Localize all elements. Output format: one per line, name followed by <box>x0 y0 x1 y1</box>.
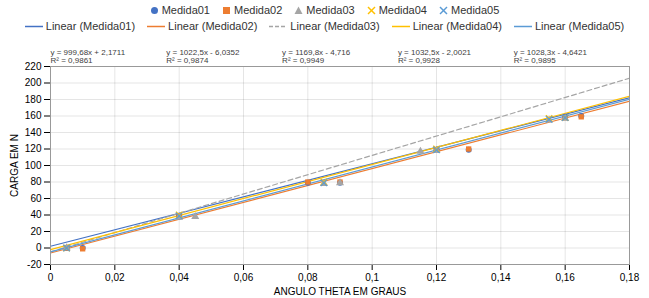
svg-text:y = 1028,3x - 4,6421R² = 0,989: y = 1028,3x - 4,6421R² = 0,9895 <box>514 48 588 65</box>
svg-text:0,16: 0,16 <box>555 272 575 283</box>
html-text:Linear (Medida01): Linear (Medida01) <box>45 20 136 32</box>
svg-text:200: 200 <box>25 77 42 88</box>
svg-text:ANGULO THETA EM GRAUS: ANGULO THETA EM GRAUS <box>274 286 407 297</box>
svg-text:0,06: 0,06 <box>234 272 254 283</box>
svg-text:y = 1169,8x - 4,716R² = 0,9949: y = 1169,8x - 4,716R² = 0,9949 <box>282 48 351 65</box>
svg-text:0: 0 <box>48 272 54 283</box>
svg-text:120: 120 <box>25 143 42 154</box>
svg-text:140: 140 <box>25 127 42 138</box>
html-text:Medida05: Medida05 <box>451 4 500 16</box>
html-text:Medida04: Medida04 <box>378 4 427 16</box>
html-text:Medida02: Medida02 <box>234 4 283 16</box>
html-text:Linear (Medida02): Linear (Medida02) <box>168 20 258 32</box>
svg-text:80: 80 <box>30 176 42 187</box>
svg-text:y = 1022,5x - 6,0352R² = 0,987: y = 1022,5x - 6,0352R² = 0,9874 <box>166 48 240 65</box>
svg-text:0,18: 0,18 <box>620 272 640 283</box>
svg-text:0: 0 <box>36 242 42 253</box>
svg-text:0,04: 0,04 <box>169 272 189 283</box>
svg-text:20: 20 <box>30 226 42 237</box>
html-text:Linear (Medida05): Linear (Medida05) <box>534 20 625 32</box>
svg-text:-20: -20 <box>27 259 42 270</box>
html-text:Linear (Medida04): Linear (Medida04) <box>412 20 502 32</box>
svg-text:0,1: 0,1 <box>365 272 379 283</box>
svg-text:0,14: 0,14 <box>491 272 511 283</box>
svg-text:100: 100 <box>25 160 42 171</box>
html-text:Medida01: Medida01 <box>161 4 210 16</box>
html-text:Medida03: Medida03 <box>306 4 355 16</box>
svg-text:y = 1032,5x - 2,0021R² = 0,992: y = 1032,5x - 2,0021R² = 0,9928 <box>398 48 472 65</box>
svg-text:CARGA EM N: CARGA EM N <box>9 134 20 197</box>
svg-text:180: 180 <box>25 94 42 105</box>
svg-text:0,08: 0,08 <box>298 272 318 283</box>
svg-text:220: 220 <box>25 61 42 72</box>
svg-text:y = 999,68x + 2,1711R² = 0,986: y = 999,68x + 2,1711R² = 0,9861 <box>51 48 126 65</box>
svg-text:0,02: 0,02 <box>105 272 125 283</box>
html-text:Linear (Medida03): Linear (Medida03) <box>290 20 380 32</box>
svg-text:0,12: 0,12 <box>427 272 447 283</box>
svg-text:60: 60 <box>30 193 42 204</box>
svg-text:160: 160 <box>25 110 42 121</box>
svg-text:40: 40 <box>30 209 42 220</box>
